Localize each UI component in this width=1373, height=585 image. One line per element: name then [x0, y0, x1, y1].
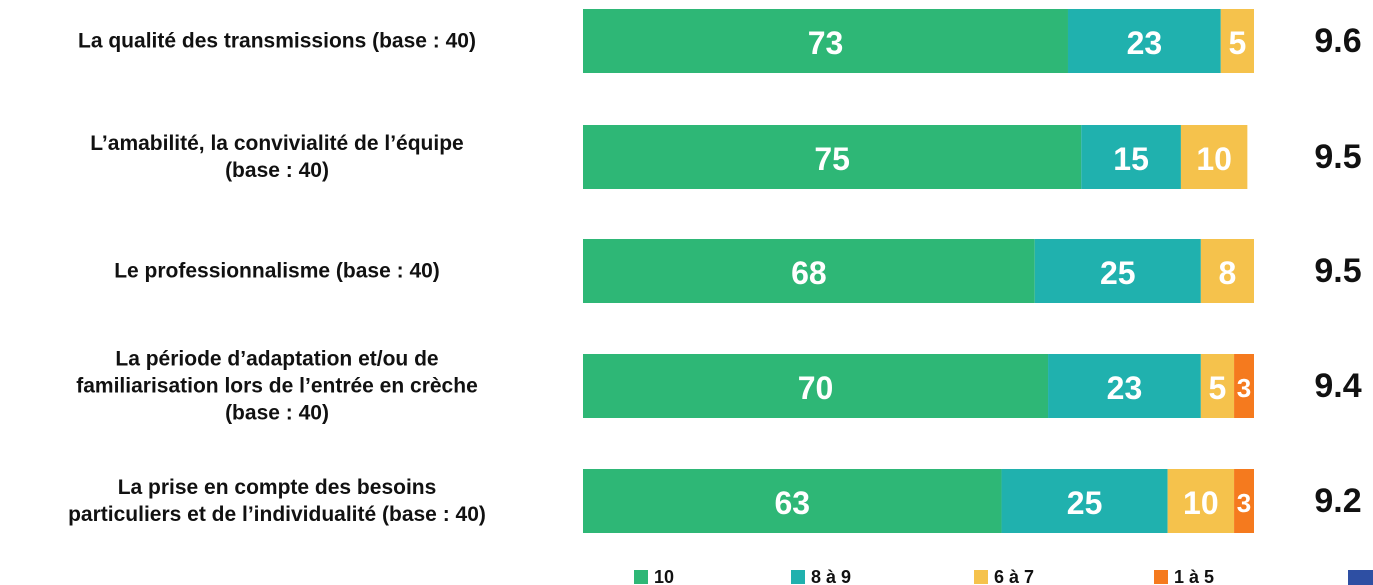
- score-label: 9.6: [1314, 22, 1361, 60]
- category-label: La période d’adaptation et/ou de familia…: [76, 347, 478, 425]
- score-label: 9.5: [1314, 138, 1361, 176]
- bar-segment: [1034, 239, 1201, 303]
- bar-segment: [1081, 125, 1181, 189]
- legend-swatch: [974, 570, 988, 584]
- value-label: 10: [1196, 141, 1232, 177]
- score-label: 9.5: [1314, 252, 1361, 290]
- category-label: Le professionnalisme (base : 40): [114, 259, 440, 283]
- value-label: 5: [1228, 25, 1246, 61]
- value-label: 68: [791, 255, 827, 291]
- bar-segment: [1001, 469, 1168, 533]
- legend-label: 10: [654, 567, 674, 585]
- bar-segment: [1048, 354, 1201, 418]
- bar-segment: [583, 239, 1035, 303]
- bar-segment: [1220, 9, 1254, 73]
- legend-label: 1 à 5: [1174, 567, 1214, 585]
- value-label: 70: [798, 370, 834, 406]
- bar-segment: [1200, 354, 1235, 418]
- decoration: [1348, 570, 1373, 585]
- bar-segment: [583, 9, 1068, 73]
- score-label: 9.2: [1314, 482, 1361, 520]
- bar-segment: [1067, 9, 1221, 73]
- value-label: 8: [1219, 255, 1237, 291]
- legend-label: 6 à 7: [994, 567, 1034, 585]
- bar-segment: [1200, 239, 1254, 303]
- bar-segment: [1234, 469, 1254, 533]
- value-label: 23: [1107, 370, 1143, 406]
- value-label: 15: [1113, 141, 1149, 177]
- value-label: 63: [774, 485, 810, 521]
- value-label: 75: [814, 141, 850, 177]
- legend-label: 8 à 9: [811, 567, 851, 585]
- value-label: 23: [1127, 25, 1163, 61]
- value-label: 3: [1237, 488, 1251, 518]
- bar-segment: [1234, 354, 1254, 418]
- legend-swatch: [1154, 570, 1168, 584]
- value-label: 25: [1067, 485, 1103, 521]
- bar-segment: [583, 354, 1049, 418]
- value-label: 73: [808, 25, 844, 61]
- bar-segment: [1180, 125, 1248, 189]
- legend-swatch: [634, 570, 648, 584]
- bar-segment: [1167, 469, 1235, 533]
- value-label: 25: [1100, 255, 1136, 291]
- value-label: 10: [1183, 485, 1219, 521]
- value-label: 3: [1237, 373, 1251, 403]
- category-label: La qualité des transmissions (base : 40): [78, 29, 476, 53]
- bar-segment: [583, 469, 1002, 533]
- score-label: 9.4: [1314, 367, 1361, 405]
- value-label: 5: [1209, 370, 1227, 406]
- category-label: La prise en compte des besoins particuli…: [68, 476, 486, 526]
- category-label: L’amabilité, la convivialité de l’équipe…: [90, 132, 464, 182]
- legend-swatch: [791, 570, 805, 584]
- bar-segment: [583, 125, 1082, 189]
